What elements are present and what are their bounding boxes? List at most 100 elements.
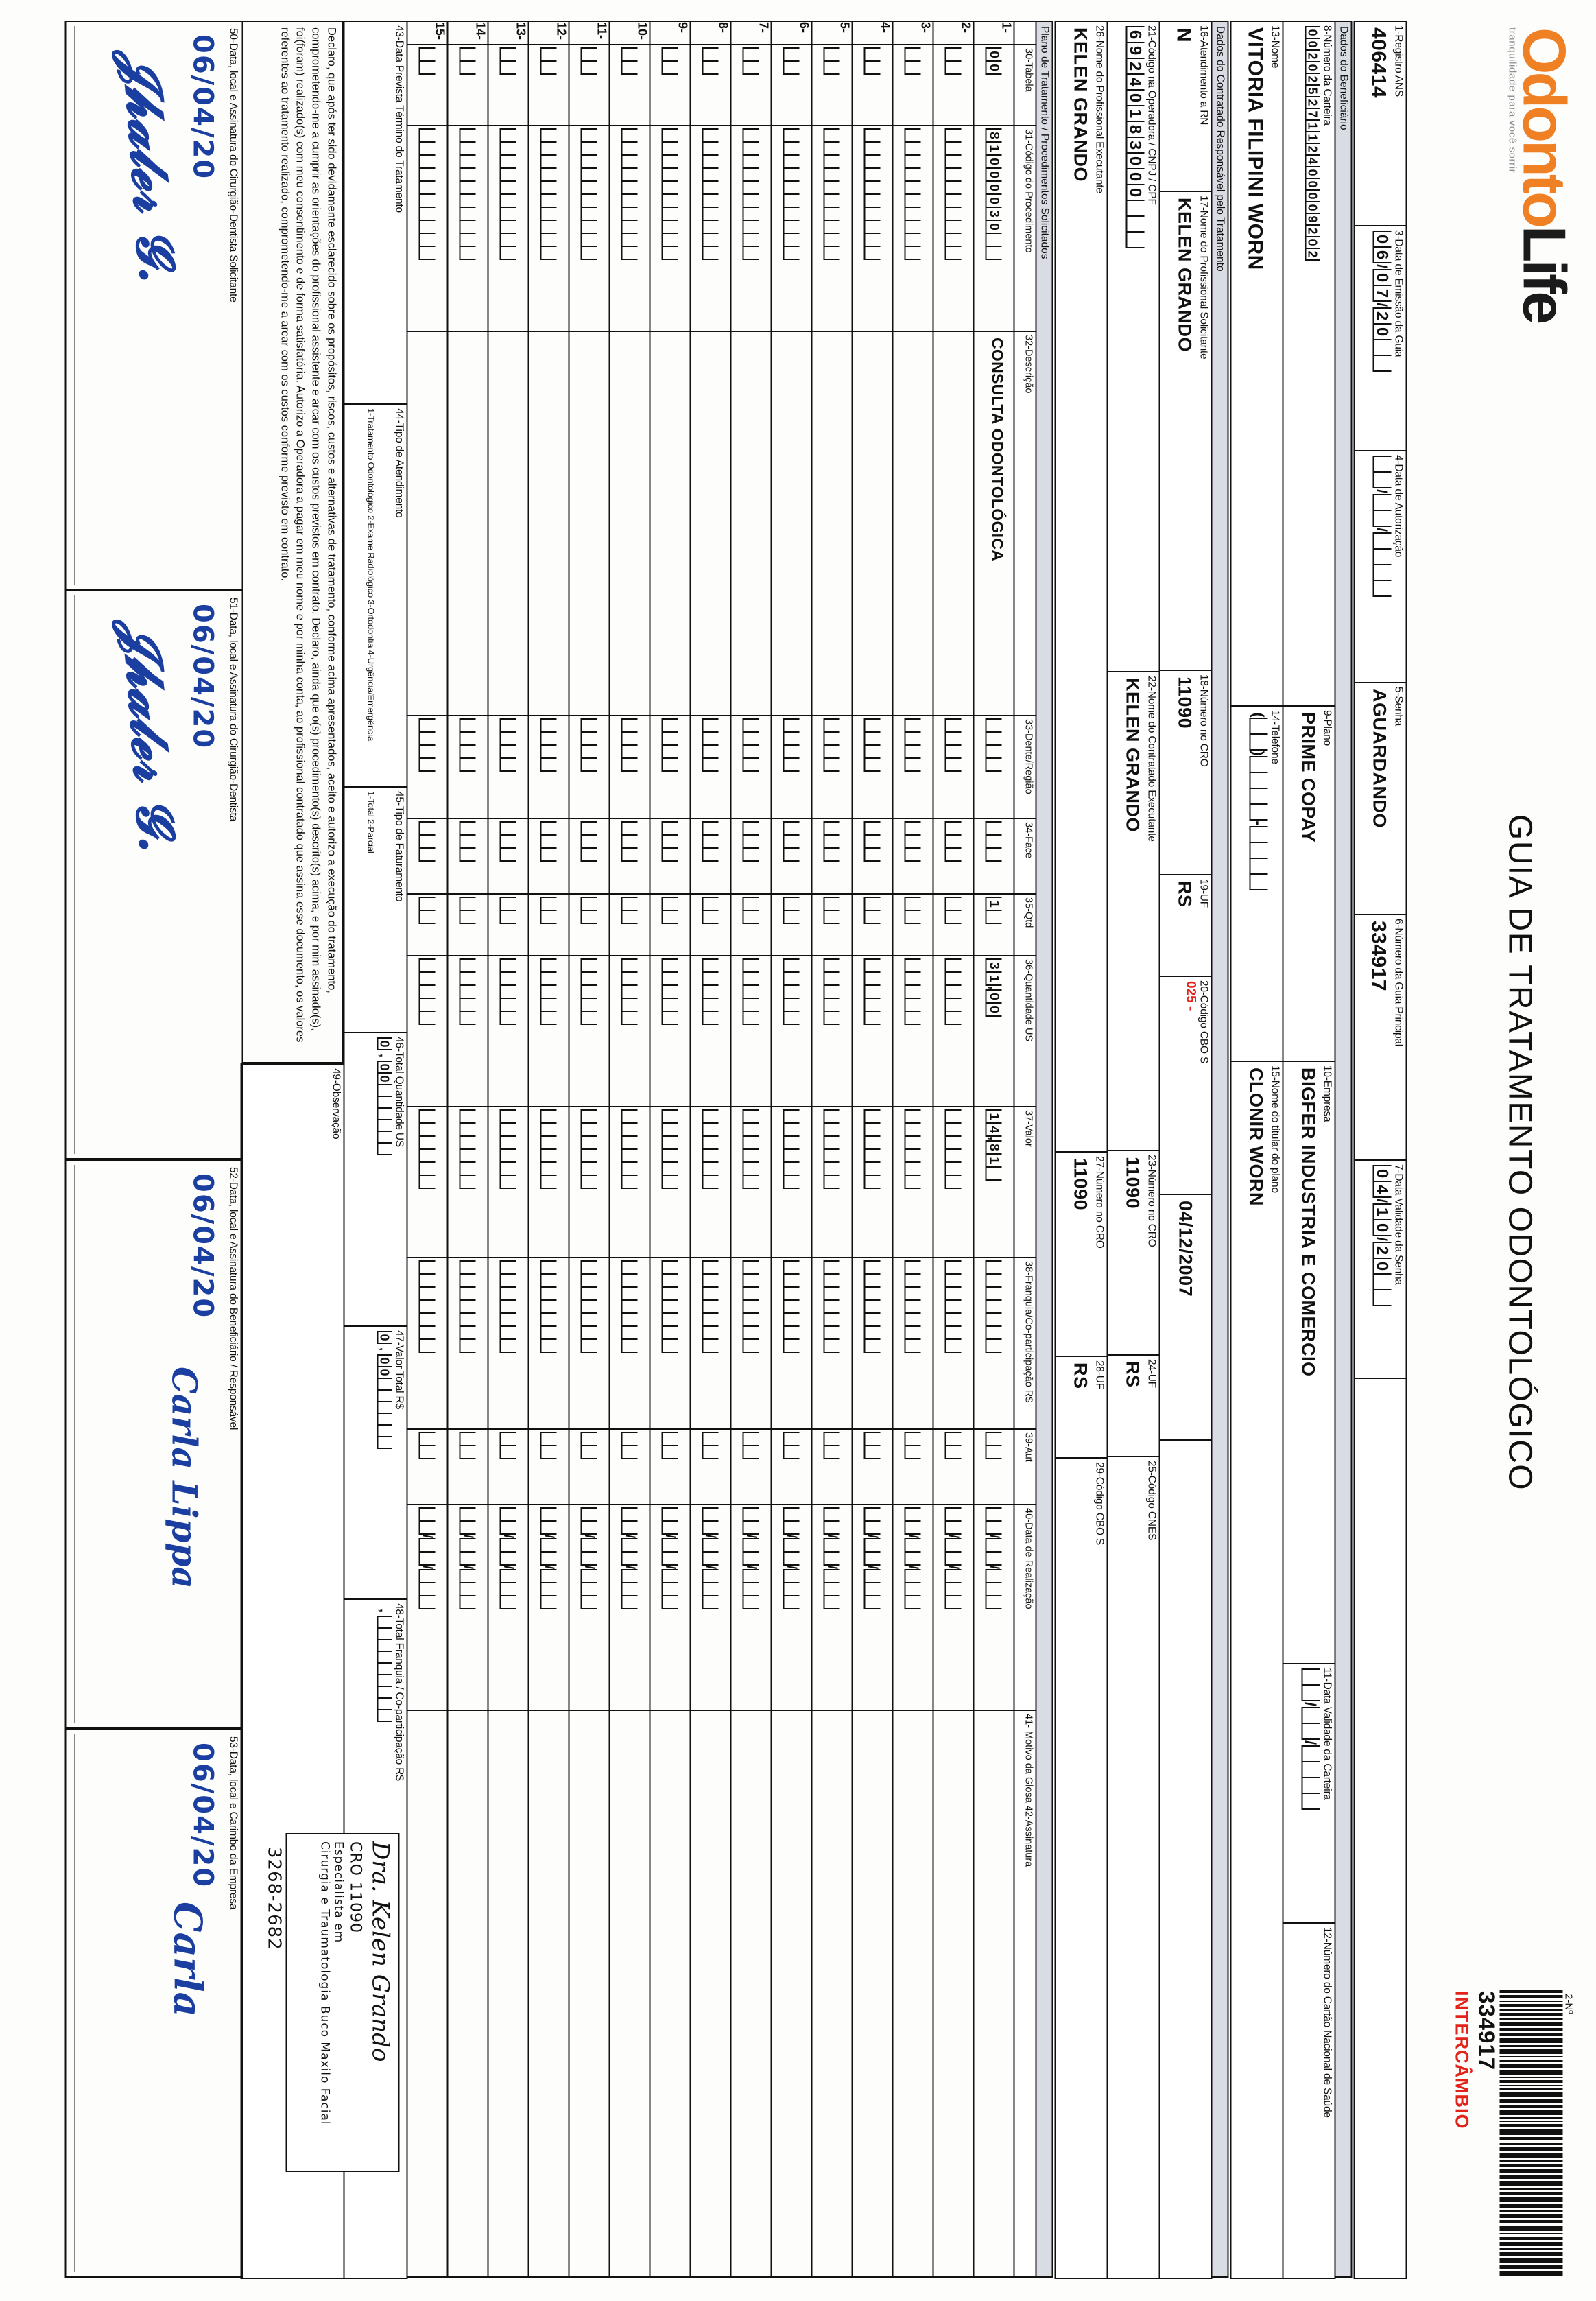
- proc-cell-motivo-assinatura[interactable]: [892, 1710, 933, 2277]
- field-plano[interactable]: 9-Plano PRIME COPAY: [1282, 705, 1335, 1062]
- proc-cell-qtd-us[interactable]: [528, 956, 569, 1107]
- proc-cell-valor[interactable]: [933, 1107, 973, 1258]
- proc-cell-dente[interactable]: [447, 716, 488, 818]
- proc-cell-motivo-assinatura[interactable]: [973, 1710, 1014, 2277]
- proc-cell-dente[interactable]: [407, 716, 447, 818]
- proc-cell-motivo-assinatura[interactable]: [933, 1710, 973, 2277]
- field-telefone[interactable]: 14-Telefone () -: [1230, 705, 1283, 1062]
- proc-cell-valor[interactable]: [407, 1107, 447, 1258]
- table-row[interactable]: 13- / /: [488, 21, 528, 2277]
- field-data-autorizacao[interactable]: 4-Data de Autorização / /: [1353, 450, 1407, 683]
- proc-cell-dente[interactable]: [811, 716, 852, 818]
- field-numero-cro-executante[interactable]: 23-Número no CRO 11090: [1106, 1150, 1160, 1356]
- proc-cell-qtd-us[interactable]: [488, 956, 528, 1107]
- field-uf-profissional[interactable]: 28-UF RS: [1054, 1356, 1108, 1459]
- proc-cell-data-realizacao[interactable]: / /: [488, 1504, 528, 1710]
- proc-cell-codigo[interactable]: [690, 126, 730, 331]
- proc-cell-qtd-us[interactable]: [933, 956, 973, 1107]
- proc-cell-aut[interactable]: [730, 1429, 771, 1504]
- proc-cell-qtd[interactable]: [730, 894, 771, 956]
- proc-cell-face[interactable]: [609, 818, 650, 894]
- table-row[interactable]: 6- / /: [771, 21, 811, 2277]
- field-nome-contratado-executante[interactable]: 22-Nome do Contratado Executante KELEN G…: [1106, 671, 1160, 1151]
- field-codigo-cnes[interactable]: 25-Código CNES: [1106, 1456, 1160, 2279]
- proc-cell-aut[interactable]: [488, 1429, 528, 1504]
- proc-cell-qtd-us[interactable]: [892, 956, 933, 1107]
- field-data-validade-senha[interactable]: 7-Data Validade da Senha 0 4/1 0/2 0: [1353, 1159, 1407, 1379]
- table-row[interactable]: 14- / /: [447, 21, 488, 2277]
- proc-cell-tabela[interactable]: [650, 45, 690, 126]
- proc-cell-codigo[interactable]: [447, 126, 488, 331]
- proc-cell-qtd-us[interactable]: [650, 956, 690, 1107]
- proc-cell-tabela[interactable]: [771, 45, 811, 126]
- proc-cell-descricao[interactable]: [933, 331, 973, 716]
- proc-cell-franquia[interactable]: [690, 1258, 730, 1429]
- proc-cell-motivo-assinatura[interactable]: [528, 1710, 569, 2277]
- field-numero-cro-solicitante[interactable]: 18-Número no CRO 11090: [1158, 670, 1212, 875]
- proc-cell-qtd[interactable]: [609, 894, 650, 956]
- proc-cell-dente[interactable]: [973, 716, 1014, 818]
- proc-cell-aut[interactable]: [650, 1429, 690, 1504]
- proc-cell-codigo[interactable]: [730, 126, 771, 331]
- table-row[interactable]: 5- / /: [811, 21, 852, 2277]
- proc-cell-aut[interactable]: [811, 1429, 852, 1504]
- table-row[interactable]: 9- / /: [650, 21, 690, 2277]
- proc-cell-aut[interactable]: [771, 1429, 811, 1504]
- field-empresa[interactable]: 10-Empresa BIGFER INDUSTRIA E COMERCIO: [1282, 1061, 1335, 1664]
- proc-cell-face[interactable]: [973, 818, 1014, 894]
- proc-cell-qtd[interactable]: [811, 894, 852, 956]
- proc-cell-motivo-assinatura[interactable]: [609, 1710, 650, 2277]
- signature-box-cirurgiao-dentista[interactable]: 51-Data, local e Assinatura do Cirurgião…: [64, 590, 243, 1159]
- proc-cell-codigo[interactable]: [811, 126, 852, 331]
- proc-cell-qtd[interactable]: [488, 894, 528, 956]
- field-atendimento-rn[interactable]: 16-Atendimento a RN N: [1158, 21, 1212, 192]
- proc-cell-valor[interactable]: [447, 1107, 488, 1258]
- proc-cell-data-realizacao[interactable]: / /: [650, 1504, 690, 1710]
- proc-cell-motivo-assinatura[interactable]: [488, 1710, 528, 2277]
- proc-cell-codigo[interactable]: [407, 126, 447, 331]
- proc-cell-motivo-assinatura[interactable]: [771, 1710, 811, 2277]
- signature-box-beneficiario[interactable]: 52-Data, local e Assinatura do Beneficiá…: [64, 1159, 243, 1729]
- proc-cell-motivo-assinatura[interactable]: [730, 1710, 771, 2277]
- field-tipo-atendimento[interactable]: 44-Tipo de Atendimento 1-Tratamento Odon…: [342, 403, 407, 788]
- proc-cell-valor[interactable]: [650, 1107, 690, 1258]
- proc-cell-descricao[interactable]: [488, 331, 528, 716]
- proc-cell-dente[interactable]: [569, 716, 609, 818]
- proc-cell-data-realizacao[interactable]: / /: [569, 1504, 609, 1710]
- proc-cell-descricao[interactable]: [407, 331, 447, 716]
- proc-cell-codigo[interactable]: [892, 126, 933, 331]
- field-numero-guia-principal[interactable]: 6-Número da Guia Principal 334917: [1353, 914, 1407, 1161]
- proc-cell-franquia[interactable]: [407, 1258, 447, 1429]
- proc-cell-aut[interactable]: [569, 1429, 609, 1504]
- table-row[interactable]: 4- / /: [852, 21, 892, 2277]
- proc-cell-tabela[interactable]: [811, 45, 852, 126]
- proc-cell-franquia[interactable]: [973, 1258, 1014, 1429]
- table-row[interactable]: 8- / /: [690, 21, 730, 2277]
- proc-cell-aut[interactable]: [892, 1429, 933, 1504]
- signature-box-carimbo-empresa[interactable]: 53-Data, local e Carimbo da Empresa 06/0…: [64, 1729, 399, 2278]
- proc-cell-aut[interactable]: [973, 1429, 1014, 1504]
- proc-cell-dente[interactable]: [650, 716, 690, 818]
- proc-cell-tabela[interactable]: [730, 45, 771, 126]
- proc-cell-face[interactable]: [811, 818, 852, 894]
- proc-cell-codigo[interactable]: [771, 126, 811, 331]
- proc-cell-motivo-assinatura[interactable]: [569, 1710, 609, 2277]
- table-row[interactable]: 12- / /: [528, 21, 569, 2277]
- proc-cell-descricao[interactable]: [609, 331, 650, 716]
- proc-cell-descricao[interactable]: [528, 331, 569, 716]
- proc-cell-franquia[interactable]: [569, 1258, 609, 1429]
- proc-cell-descricao[interactable]: [650, 331, 690, 716]
- proc-cell-qtd[interactable]: [650, 894, 690, 956]
- proc-cell-tabela[interactable]: [690, 45, 730, 126]
- proc-cell-descricao[interactable]: [852, 331, 892, 716]
- proc-cell-face[interactable]: [528, 818, 569, 894]
- proc-cell-descricao[interactable]: [771, 331, 811, 716]
- proc-cell-motivo-assinatura[interactable]: [407, 1710, 447, 2277]
- proc-cell-qtd-us[interactable]: [771, 956, 811, 1107]
- proc-cell-face[interactable]: [690, 818, 730, 894]
- proc-cell-franquia[interactable]: [811, 1258, 852, 1429]
